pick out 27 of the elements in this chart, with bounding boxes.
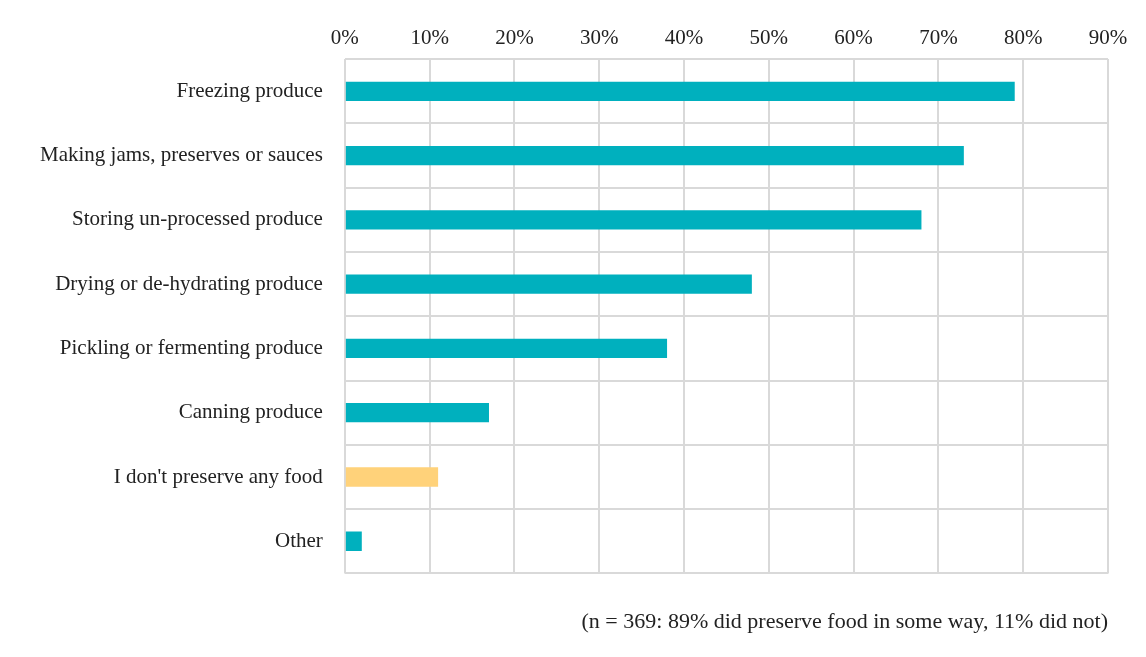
- y-tick-label: Pickling or fermenting produce: [59, 334, 323, 359]
- bar: [345, 210, 922, 230]
- bar: [345, 467, 439, 487]
- bar: [345, 403, 489, 423]
- y-tick-label: Canning produce: [178, 399, 323, 424]
- x-tick-label: 20%: [495, 25, 534, 50]
- bar: [345, 145, 964, 166]
- x-tick-label: 80%: [1003, 25, 1043, 50]
- x-tick-label: 10%: [410, 25, 449, 50]
- y-tick-label: Freezing produce: [176, 77, 323, 102]
- y-tick-label: I don't preserve any food: [113, 463, 324, 488]
- x-tick-label: 40%: [664, 25, 704, 50]
- y-tick-label: Making jams, preserves or sauces: [39, 142, 323, 167]
- y-tick-label: Drying or de-hydrating produce: [55, 270, 323, 295]
- bar: [345, 274, 752, 294]
- x-tick-label: 70%: [919, 25, 958, 50]
- x-tick-label: 90%: [1088, 25, 1128, 50]
- text: (n = 369: 89% did preserve food in some way, 11% did not): [580, 608, 1109, 634]
- bar: [345, 531, 362, 551]
- x-tick-label: 50%: [749, 25, 789, 50]
- x-tick-label: 0%: [330, 25, 359, 50]
- bar: [345, 81, 1015, 101]
- y-tick-label: Storing un-processed produce: [72, 206, 323, 231]
- bar: [345, 338, 668, 359]
- y-tick-label: Other: [275, 527, 323, 552]
- x-tick-label: 30%: [579, 25, 619, 50]
- x-tick-label: 60%: [834, 25, 873, 50]
